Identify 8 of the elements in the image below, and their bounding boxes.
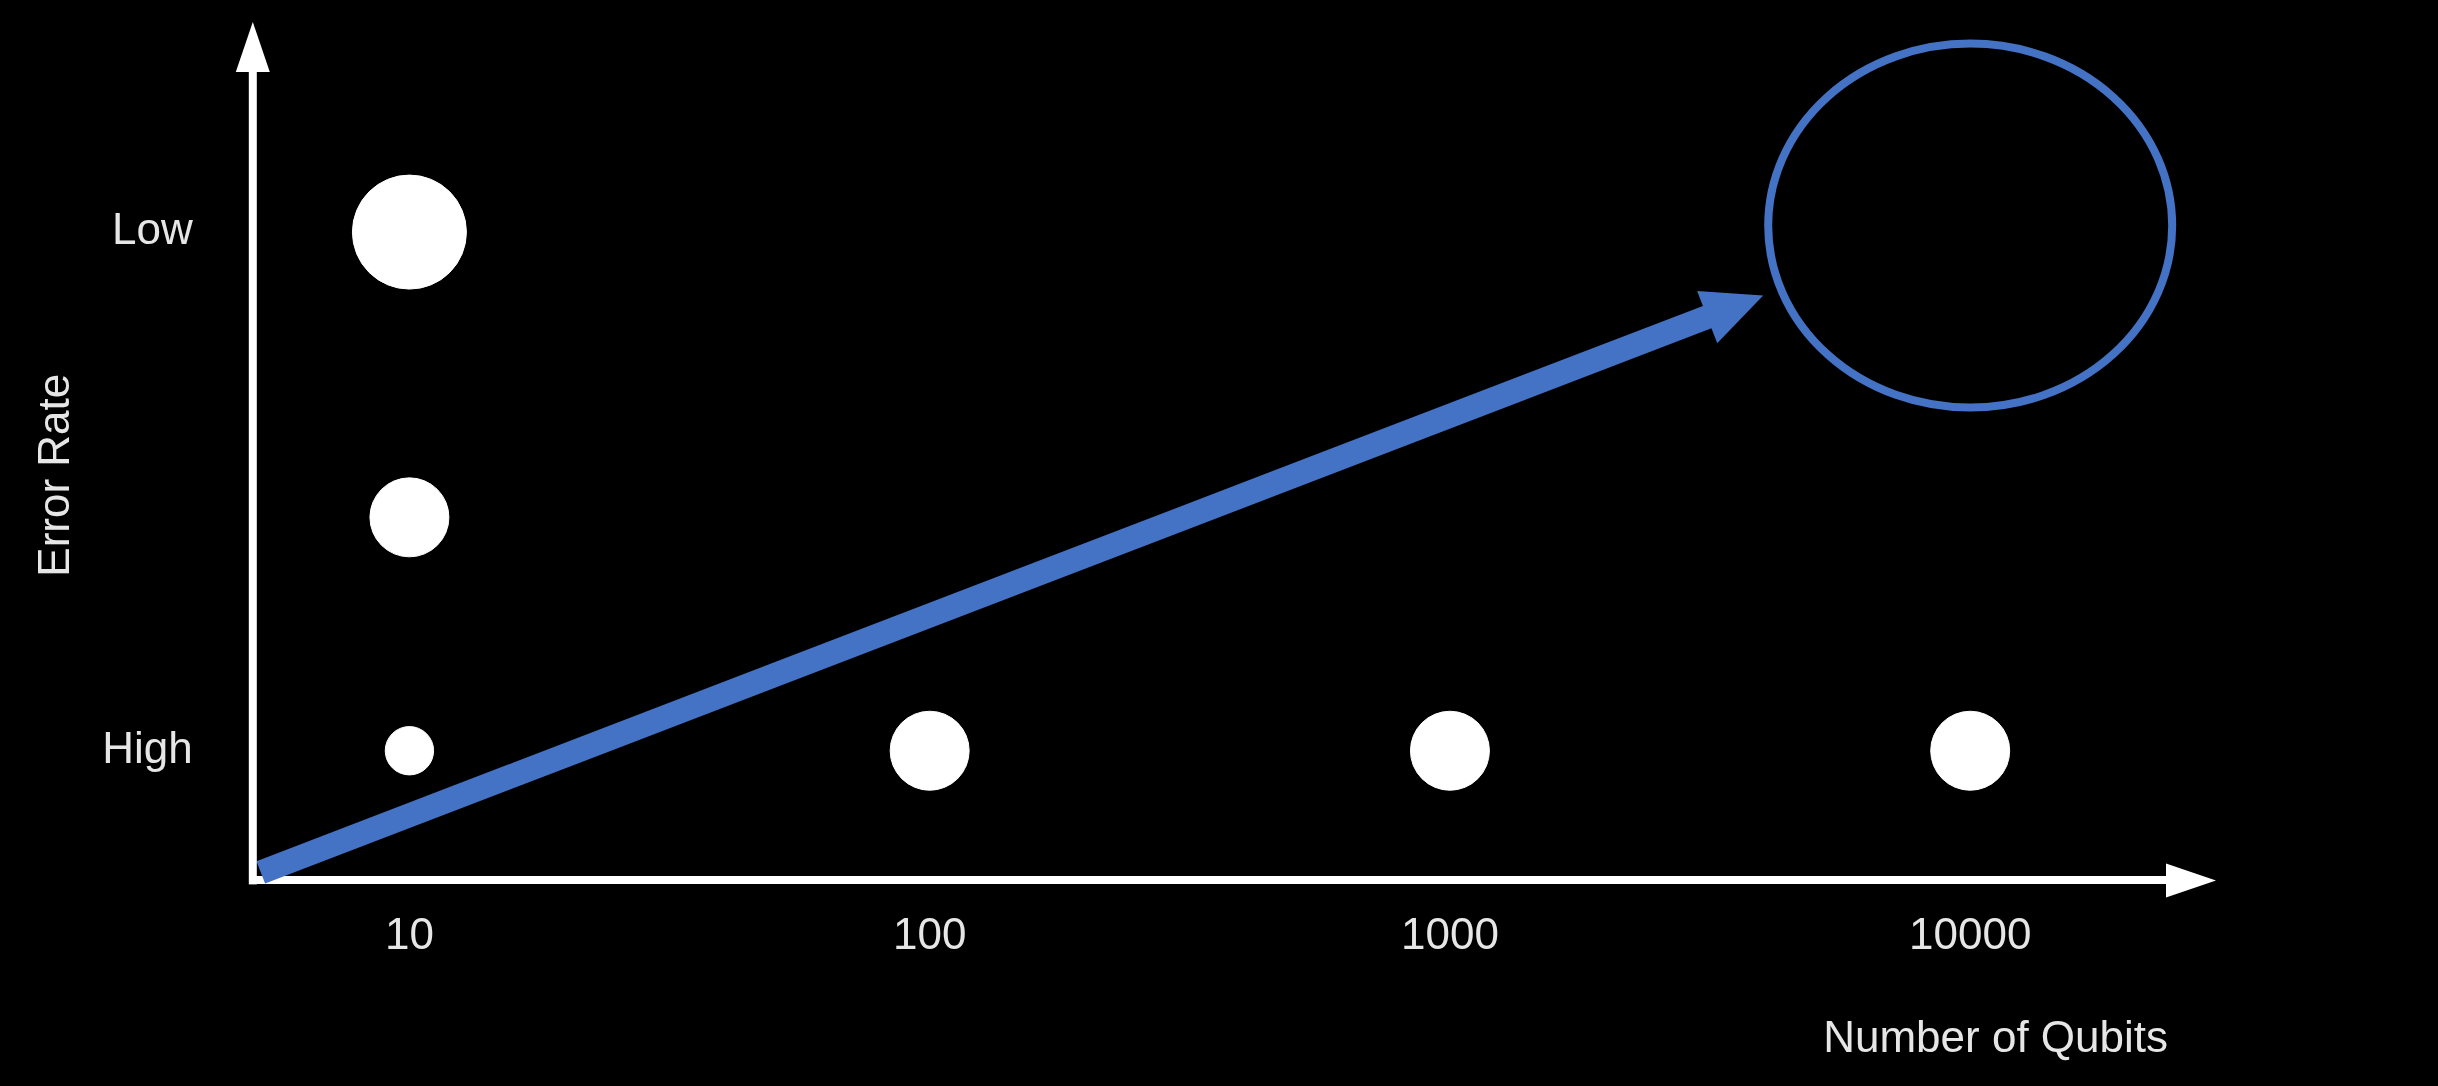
x-axis-title: Number of Qubits: [1823, 1011, 2168, 1061]
y-axis-title: Error Rate: [28, 373, 78, 577]
x-tick-label: 10: [384, 908, 434, 958]
x-tick-label: 1000: [1400, 908, 1499, 958]
x-tick-label: 100: [892, 908, 967, 958]
text: High: [102, 722, 193, 772]
text: Low: [112, 204, 194, 254]
x-tick-label: 10000: [1909, 908, 2032, 958]
